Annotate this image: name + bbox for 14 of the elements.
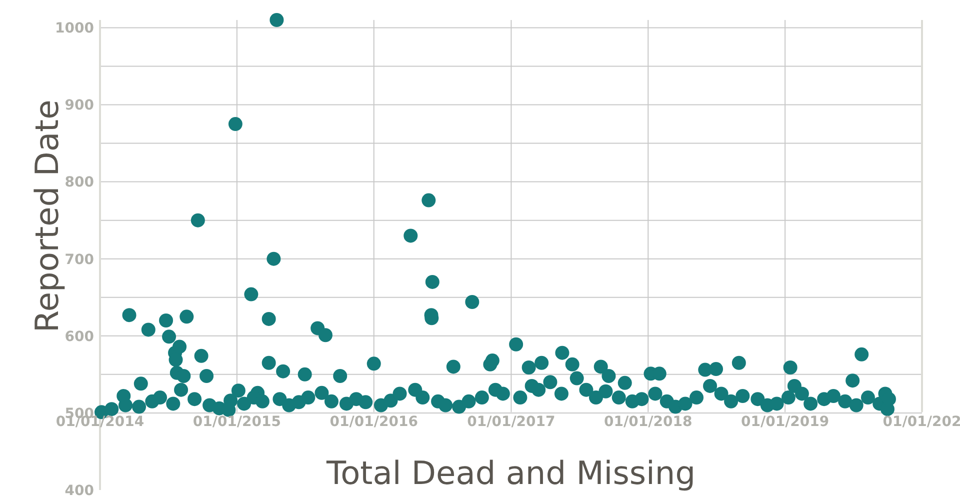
y-tick-label: 1000 <box>55 20 94 37</box>
y-tick-label: 900 <box>64 98 94 114</box>
x-tick-label: 01/01/2017 <box>467 414 556 430</box>
x-tick-label: 01/01/2018 <box>604 414 692 430</box>
y-tick-label: 600 <box>64 328 94 345</box>
x-tick-label: 01/01/2019 <box>740 414 830 430</box>
x-tick-label: 01/01/2016 <box>330 414 418 430</box>
y-tick-label: 800 <box>64 174 94 191</box>
x-tick-label: 01/01/2015 <box>192 414 282 430</box>
y-tick-label: 700 <box>64 252 94 268</box>
y-tick-label: 400 <box>64 482 94 499</box>
y-axis-title: Reported Date <box>28 100 66 332</box>
x-axis-title: Total Dead and Missing <box>325 454 696 492</box>
x-tick-label: 01/01/202 <box>882 414 960 430</box>
